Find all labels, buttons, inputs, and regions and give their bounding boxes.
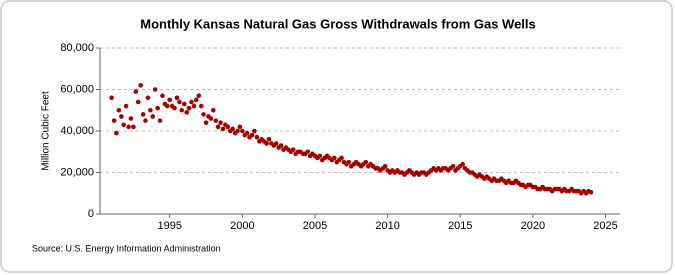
- x-tick-label: 2010: [375, 220, 399, 232]
- data-point: [346, 159, 352, 165]
- data-point: [189, 99, 194, 105]
- data-point: [252, 128, 257, 134]
- data-point: [172, 105, 177, 111]
- data-point: [213, 118, 219, 123]
- data-point: [331, 155, 337, 161]
- data-point: [290, 147, 296, 152]
- data-point: [152, 87, 158, 92]
- data-point: [133, 89, 139, 94]
- data-point: [382, 163, 388, 169]
- data-point: [235, 128, 240, 134]
- data-point: [119, 114, 124, 119]
- data-point: [196, 93, 202, 99]
- data-point: [264, 141, 269, 146]
- data-point: [131, 124, 136, 130]
- y-tick-label: 40,000: [60, 125, 94, 137]
- data-point: [109, 95, 114, 101]
- y-tick-label: 80,000: [60, 42, 94, 54]
- data-point: [121, 122, 126, 128]
- x-tick-label: 2020: [521, 220, 545, 232]
- x-tick-label: 2025: [593, 220, 617, 232]
- data-point: [174, 95, 180, 101]
- data-point: [339, 155, 344, 161]
- data-point: [128, 116, 134, 121]
- data-point: [244, 130, 250, 136]
- data-point: [230, 126, 235, 132]
- x-tick-label: 2000: [230, 220, 254, 232]
- data-point: [167, 97, 173, 103]
- data-point: [215, 124, 221, 130]
- x-tick-label: 2005: [303, 220, 327, 232]
- data-point: [135, 99, 141, 105]
- data-point: [191, 103, 197, 109]
- data-point: [450, 163, 456, 169]
- data-point: [220, 126, 226, 132]
- data-point: [240, 128, 245, 134]
- data-point: [317, 153, 323, 159]
- data-point: [203, 120, 209, 125]
- data-point: [305, 149, 311, 155]
- data-point: [198, 103, 204, 109]
- source-note: Source: U.S. Energy Information Administ…: [32, 243, 221, 253]
- data-point: [249, 132, 255, 138]
- data-point: [254, 134, 260, 140]
- data-point: [225, 124, 231, 130]
- y-tick-label: 20,000: [60, 166, 94, 178]
- data-point: [278, 143, 284, 148]
- data-point: [143, 118, 148, 123]
- data-point: [114, 130, 119, 136]
- data-point: [111, 118, 117, 123]
- y-axis-label: Million Cubic Feet: [41, 91, 52, 171]
- data-point: [145, 95, 151, 101]
- data-point: [186, 105, 192, 111]
- data-point: [157, 118, 163, 123]
- data-point: [273, 141, 279, 146]
- data-point: [218, 120, 223, 125]
- chart-title: Monthly Kansas Natural Gas Gross Withdra…: [140, 16, 536, 31]
- data-point: [210, 107, 216, 113]
- data-point: [208, 116, 214, 121]
- y-tick-label: 60,000: [60, 83, 94, 95]
- data-point: [266, 137, 272, 142]
- data-point: [160, 93, 165, 99]
- data-point: [588, 189, 594, 195]
- data-point: [140, 112, 146, 117]
- data-point: [164, 103, 170, 109]
- data-point: [126, 124, 131, 130]
- data-point: [363, 159, 369, 165]
- x-tick-label: 2015: [448, 220, 472, 232]
- x-tick-label: 1995: [157, 220, 181, 232]
- data-point: [237, 124, 243, 130]
- data-point: [138, 83, 143, 88]
- data-point: [116, 107, 122, 113]
- data-point: [150, 114, 156, 119]
- data-point: [123, 103, 129, 109]
- y-tick-label: 0: [88, 208, 94, 220]
- data-point: [179, 107, 185, 113]
- data-point: [148, 107, 153, 113]
- data-point: [155, 105, 160, 111]
- data-point: [181, 101, 187, 107]
- data-point: [194, 97, 199, 103]
- data-point: [184, 110, 190, 115]
- data-point: [460, 161, 465, 167]
- data-point: [177, 99, 182, 105]
- data-point: [201, 112, 206, 117]
